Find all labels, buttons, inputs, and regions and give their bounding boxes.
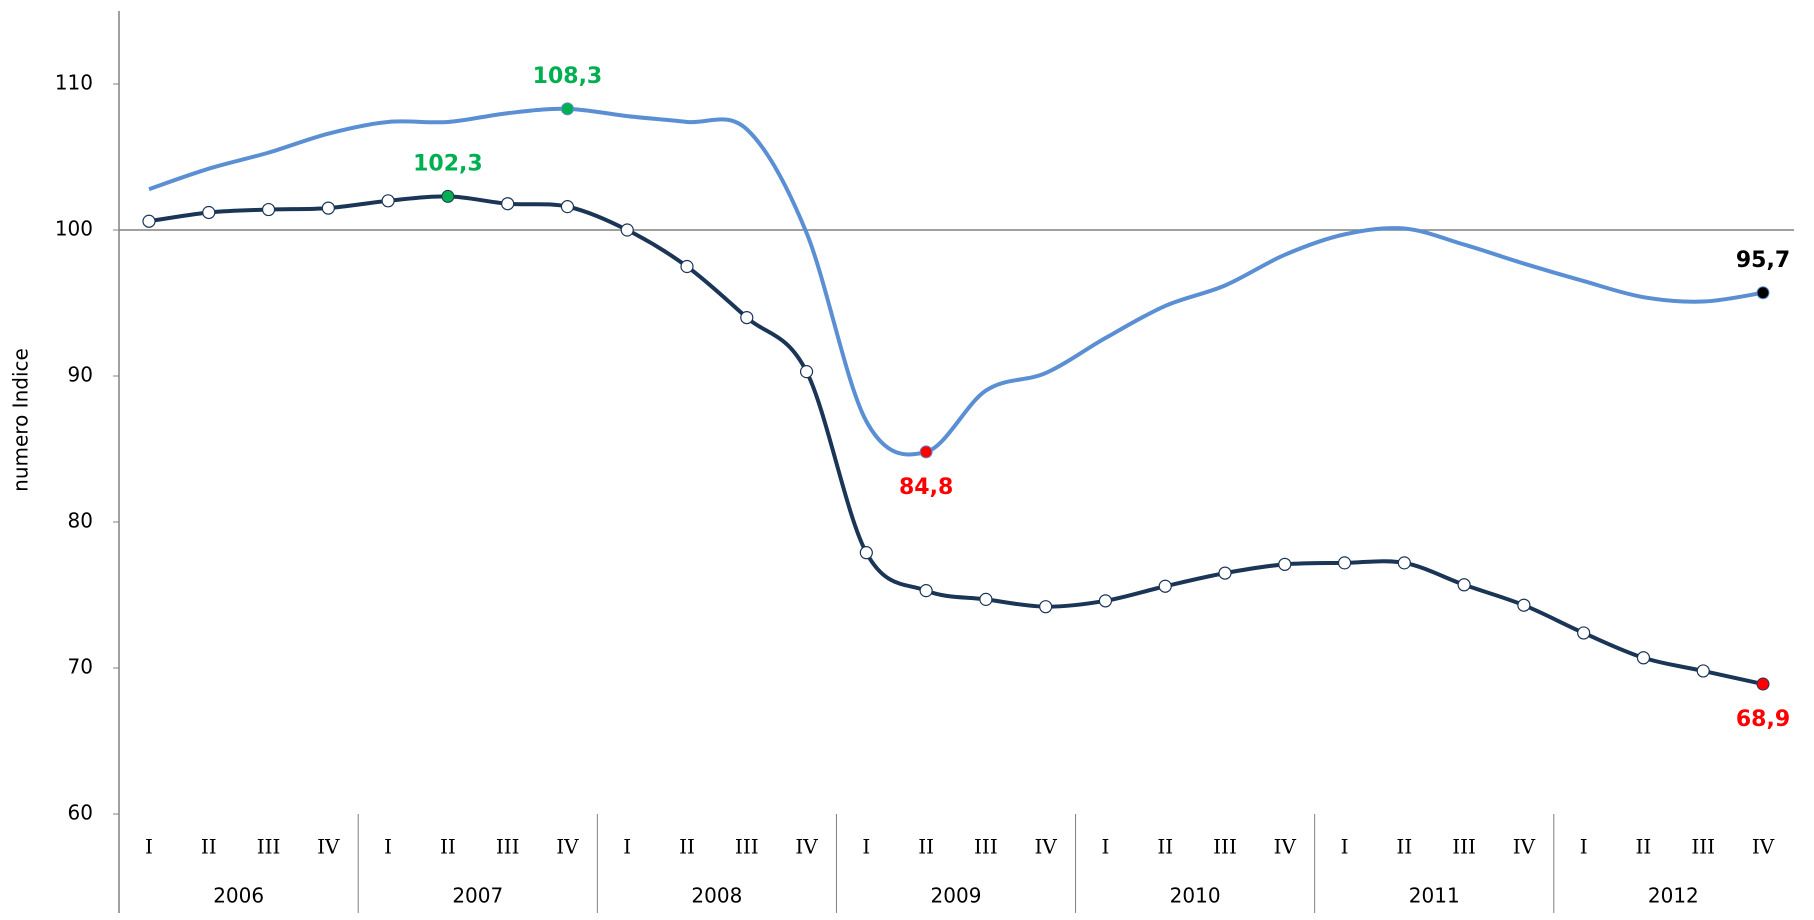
point-marker [560,102,574,116]
point-marker [919,445,933,459]
x-tick-label: II [440,835,456,859]
x-tick-label: I [623,835,631,859]
x-tick-label: II [679,835,695,859]
point-marker [859,546,873,560]
group-label: 2009 [931,884,982,908]
x-tick-label: III [1691,835,1715,859]
point-marker [620,223,634,237]
y-tick-label: 90 [68,363,93,387]
group-label: 2011 [1409,884,1460,908]
x-tick-label: IV [1513,835,1536,859]
point-marker [1636,651,1651,665]
y-tick-label: 110 [55,71,93,95]
x-tick-label: II [1157,835,1173,859]
point-marker [979,592,993,606]
y-tick-label: 60 [68,801,93,825]
point-marker [501,197,515,211]
point-marker [1756,677,1770,691]
point-marker [1517,598,1531,612]
point-marker [919,584,933,598]
point-marker [202,205,216,220]
x-tick-label: I [1341,835,1349,859]
x-tick-label: I [1101,835,1109,859]
x-tick-label: I [1580,835,1588,859]
y-tick-label: 70 [68,655,93,679]
point-marker [1158,579,1172,593]
group-label: 2006 [213,884,264,908]
point-marker [1577,626,1591,640]
data-label: 68,9 [1736,707,1790,732]
point-marker [1696,664,1710,678]
point-marker [1397,556,1411,570]
x-tick-label: III [257,835,281,859]
group-label: 2012 [1648,884,1699,908]
data-label: 108,3 [533,64,603,89]
point-marker [799,365,814,379]
point-marker [1278,557,1292,571]
x-tick-label: III [974,835,998,859]
point-marker [680,259,694,274]
series-line [148,106,1764,457]
y-tick-label: 80 [68,509,93,533]
point-marker [1098,594,1113,608]
x-tick-label: III [1452,835,1476,859]
x-tick-label: IV [556,835,579,859]
point-marker [1218,566,1232,580]
point-marker [560,200,575,214]
x-tick-label: III [496,835,520,859]
point-marker [1756,286,1770,300]
x-tick-label: I [145,835,153,859]
group-label: 2008 [691,884,742,908]
point-marker [261,202,276,217]
group-label: 2007 [452,884,503,908]
x-tick-label: IV [1274,835,1297,859]
x-tick-label: IV [795,835,818,859]
x-tick-label: I [862,835,870,859]
point-marker [142,214,156,228]
y-axis-label: numero Indice [9,348,33,492]
data-label: 95,7 [1736,248,1790,273]
data-label: 84,8 [899,475,953,500]
point-marker [740,311,754,325]
x-tick-label: II [1636,835,1652,859]
point-marker [1337,556,1352,570]
x-tick-label: III [735,835,759,859]
x-tick-label: IV [1034,835,1057,859]
point-marker [441,189,455,203]
data-label: 102,3 [413,151,483,176]
point-marker [321,201,335,215]
x-tick-label: II [1396,835,1412,859]
x-tick-label: II [918,835,934,859]
point-marker [1039,600,1053,614]
point-marker [1457,578,1471,592]
x-tick-label: I [384,835,392,859]
group-label: 2010 [1170,884,1221,908]
y-tick-label: 100 [55,217,93,241]
x-tick-label: IV [317,835,340,859]
x-tick-label: II [201,835,217,859]
x-tick-label: III [1213,835,1237,859]
point-marker [381,194,395,208]
x-tick-label: IV [1752,835,1775,859]
